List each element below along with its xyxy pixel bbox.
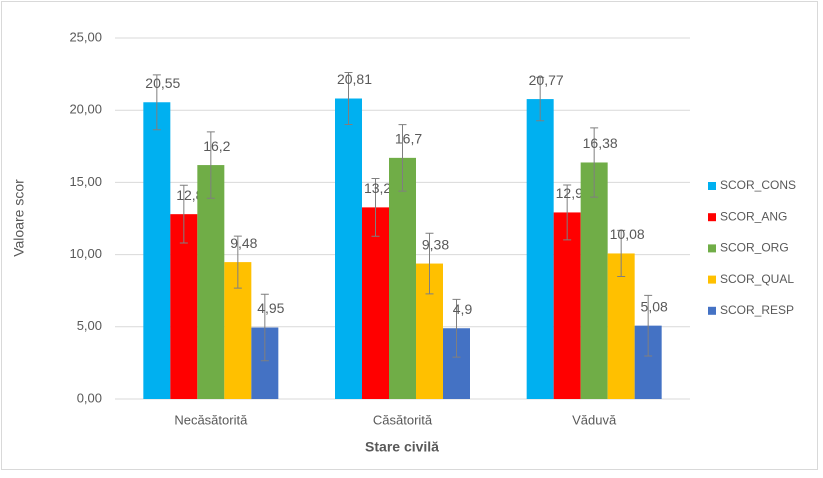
y-axis-title: Valoare scor [11, 179, 27, 257]
error-bar [398, 124, 407, 192]
data-label: 4,9 [453, 301, 473, 317]
bar [362, 207, 389, 399]
y-tick-label: 10,00 [69, 246, 102, 261]
error-bar [371, 178, 380, 237]
y-tick-label: 25,00 [69, 29, 102, 44]
data-label: 12,8 [176, 187, 203, 203]
bar [143, 102, 171, 400]
data-label: 9,38 [422, 236, 449, 252]
data-label: 16,38 [583, 135, 618, 151]
error-bar [590, 127, 599, 198]
legend-swatch [708, 182, 716, 190]
data-label: 5,08 [641, 298, 668, 314]
error-bar [179, 184, 188, 244]
bar [553, 212, 581, 399]
data-label: 16,7 [395, 131, 422, 147]
error-bar [425, 232, 434, 295]
y-tick-label: 20,00 [69, 102, 102, 117]
bar [197, 165, 225, 399]
error-bar [617, 229, 626, 278]
data-label: 20,77 [529, 72, 564, 88]
x-axis-title: Stare civilă [365, 439, 439, 455]
legend-label: SCOR_RESP [720, 303, 794, 317]
error-bar [644, 294, 653, 357]
error-bar [206, 131, 215, 199]
error-bar [233, 235, 242, 289]
legend-swatch [708, 213, 716, 222]
bar [526, 99, 554, 399]
error-bar [152, 74, 161, 131]
legend-swatch [708, 306, 716, 315]
data-label: 20,81 [337, 71, 372, 87]
error-bar [344, 72, 353, 125]
error-bar [563, 184, 572, 241]
data-label: 4,95 [257, 300, 284, 316]
legend-label: SCOR_QUAL [720, 272, 794, 286]
y-tick-label: 15,00 [69, 174, 102, 189]
data-label: 20,55 [145, 75, 180, 91]
legend-label: SCOR_CONS [720, 178, 796, 192]
x-tick-label: Căsătorită [373, 412, 433, 427]
legend-swatch [708, 244, 716, 253]
data-label: 9,48 [230, 235, 257, 251]
bar [389, 157, 416, 399]
error-bar [536, 76, 545, 122]
bar [580, 162, 608, 399]
data-label: 16,2 [203, 138, 230, 154]
data-label: 10,08 [610, 226, 645, 242]
bar [607, 253, 635, 399]
x-tick-label: Necăsătorită [174, 412, 248, 427]
legend-swatch [708, 275, 716, 284]
legend-label: SCOR_ORG [720, 241, 789, 255]
x-tick-label: Văduvă [572, 412, 617, 427]
y-tick-label: 5,00 [77, 318, 102, 333]
error-bar [452, 298, 461, 358]
legend-label: SCOR_ANG [720, 209, 787, 223]
error-bar [260, 293, 269, 362]
bar [335, 98, 362, 399]
bar [170, 214, 198, 399]
y-tick-label: 0,00 [77, 390, 102, 405]
